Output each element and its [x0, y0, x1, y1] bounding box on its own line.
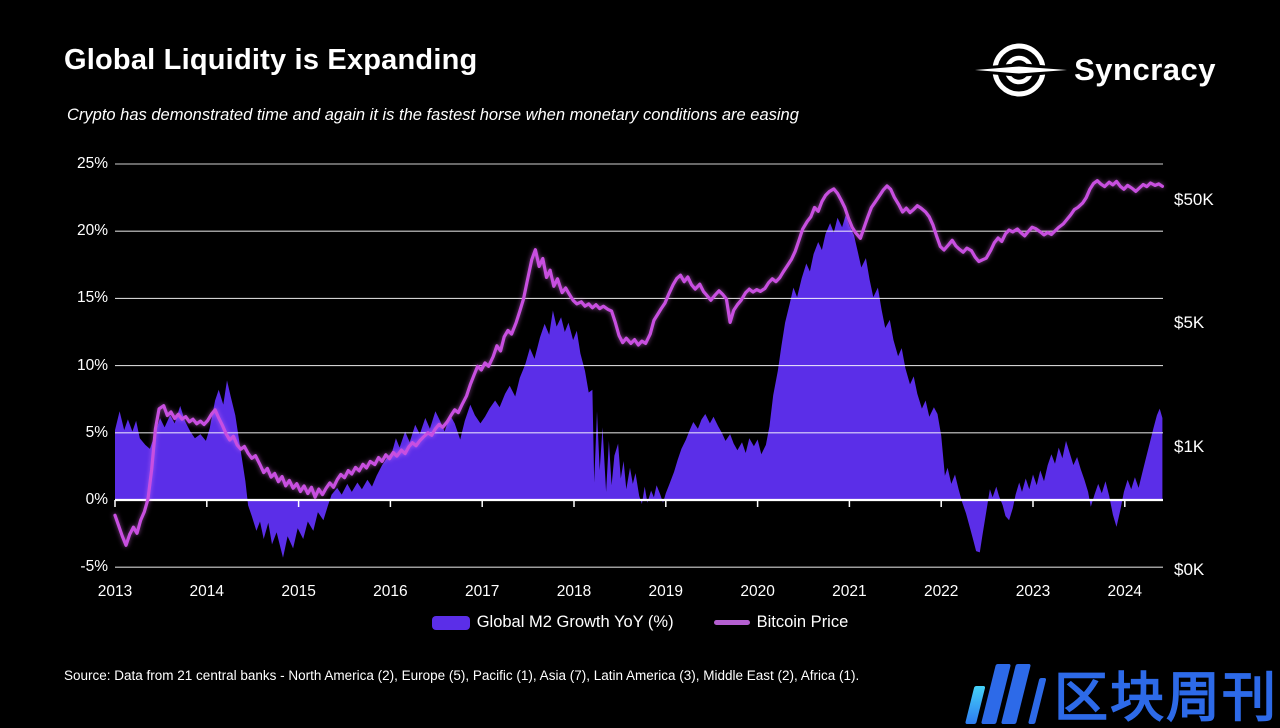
- x-tick-label: 2013: [97, 583, 133, 600]
- y-left-tick-label: 5%: [85, 423, 108, 441]
- x-tick-label: 2016: [373, 583, 408, 600]
- x-tick-label: 2023: [1015, 583, 1051, 600]
- page-title: Global Liquidity is Expanding: [64, 44, 478, 76]
- brand-name: Syncracy: [1074, 52, 1216, 87]
- y-right-tick-label: $50K: [1174, 190, 1214, 209]
- y-left-tick-label: 15%: [76, 289, 108, 307]
- bitcoin-line-swatch: [713, 620, 750, 625]
- watermark-bars-icon: [964, 664, 1050, 728]
- y-axis-left: 25% 20% 15% 10% 5% 0% -5%: [0, 0, 108, 720]
- y-right-tick-label: $0K: [1174, 560, 1205, 579]
- m2-area-series: [115, 215, 1163, 558]
- source-note: Source: Data from 21 central banks - Nor…: [64, 668, 860, 683]
- x-tick-label: 2022: [923, 583, 959, 600]
- y-left-tick-label: 20%: [76, 222, 108, 240]
- x-tick-label: 2024: [1107, 583, 1143, 600]
- chart-subtitle: Crypto has demonstrated time and again i…: [67, 106, 799, 124]
- x-tick-label: 2014: [189, 583, 225, 600]
- y-left-tick-label: 10%: [76, 356, 108, 374]
- x-tick-label: 2017: [464, 583, 500, 600]
- x-tick-label: 2020: [740, 583, 775, 600]
- x-tick-label: 2018: [556, 583, 592, 600]
- x-tick-label: 2021: [832, 583, 867, 600]
- legend-label-bitcoin: Bitcoin Price: [756, 613, 849, 631]
- watermark-logo: 区块周刊: [965, 664, 1278, 728]
- y-left-tick-label: 0%: [85, 491, 108, 508]
- x-axis: 2013 2014 2015 2016 2017 2018 2019 2020 2021 2022…: [0, 583, 1280, 607]
- legend-item-m2: Global M2 Growth YoY (%): [431, 613, 674, 632]
- y-right-tick-label: $5K: [1174, 313, 1205, 332]
- watermark-text: 区块周刊: [1054, 667, 1278, 728]
- m2-area-swatch: [431, 615, 470, 630]
- y-left-tick-label: -5%: [80, 558, 108, 576]
- y-axis-right: $50K $5K $1K $0K: [1174, 0, 1274, 720]
- x-tick-label: 2015: [281, 583, 316, 600]
- y-right-tick-label: $1K: [1174, 437, 1205, 456]
- x-tick-label: 2019: [648, 583, 684, 600]
- legend: Global M2 Growth YoY (%) Bitcoin Price: [0, 613, 1280, 632]
- y-left-tick-label: 25%: [76, 155, 108, 172]
- syncracy-logo: Syncracy: [974, 40, 1216, 100]
- bitcoin-price-line: [113, 179, 1164, 547]
- legend-label-m2: Global M2 Growth YoY (%): [476, 613, 674, 631]
- syncracy-logo-icon: [974, 43, 1068, 97]
- legend-item-bitcoin: Bitcoin Price: [713, 613, 849, 632]
